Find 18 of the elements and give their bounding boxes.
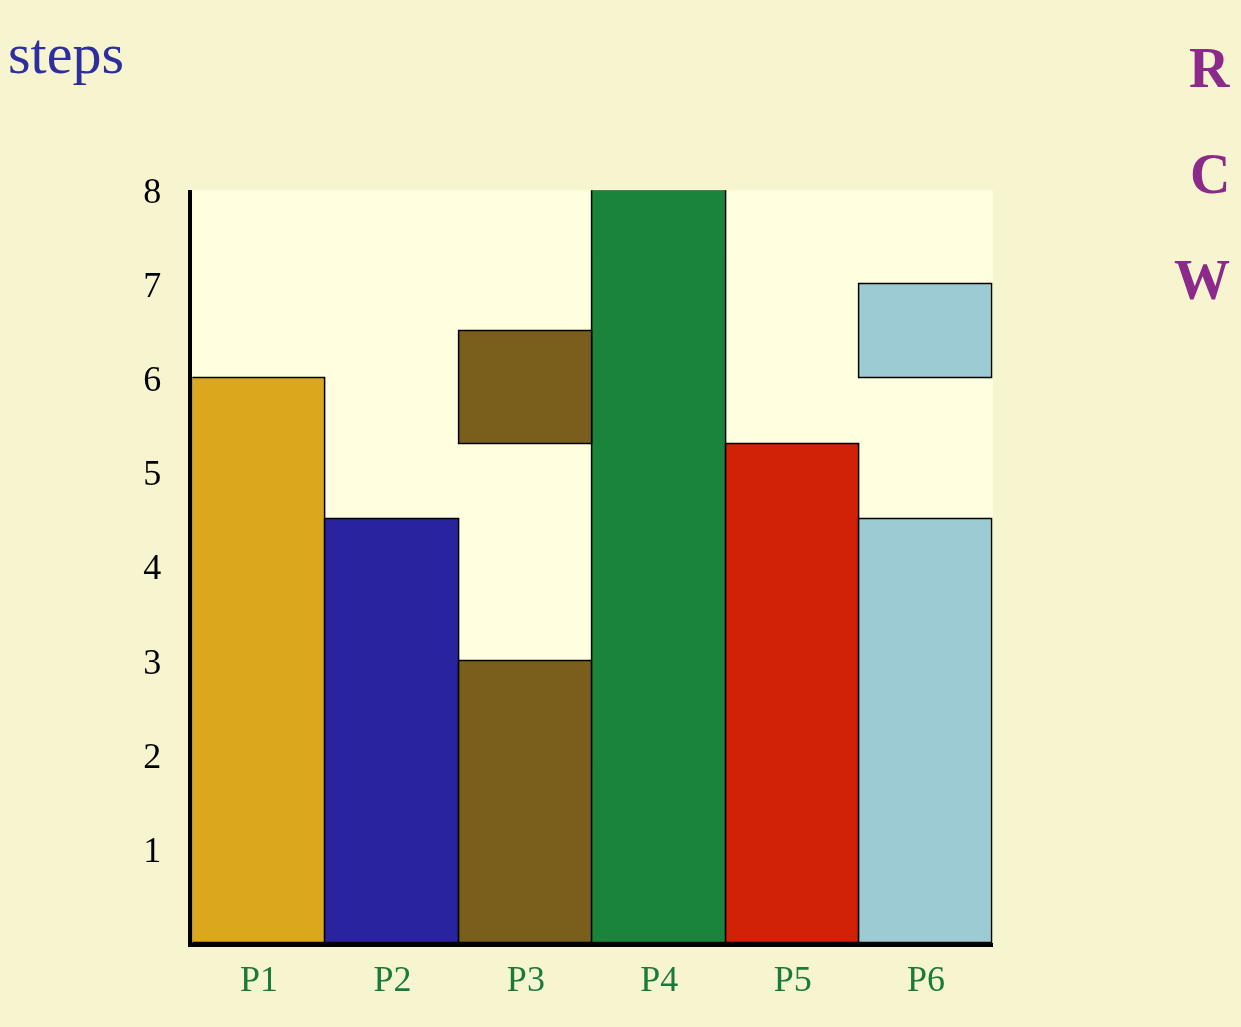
y-tick-label: 6 [143,359,162,400]
text: R [1189,37,1230,99]
y-tick-label: 5 [143,453,162,494]
x-tick-label: P5 [773,958,812,999]
y-tick-label: 1 [143,829,162,870]
x-tick-label: P1 [240,958,279,999]
text: C [1190,143,1231,205]
text: W [1174,249,1230,311]
y-tick-label: 2 [143,735,162,776]
y-tick-label: 8 [143,170,162,211]
y-axis-title: steps [8,21,124,86]
x-tick-label: P4 [640,958,679,999]
y-tick-label: 4 [143,547,162,588]
x-tick-label: P6 [907,958,946,999]
y-tick-label: 7 [143,265,162,306]
x-tick-label: P3 [506,958,545,999]
x-tick-label: P2 [373,958,412,999]
y-tick-label: 3 [143,641,162,682]
